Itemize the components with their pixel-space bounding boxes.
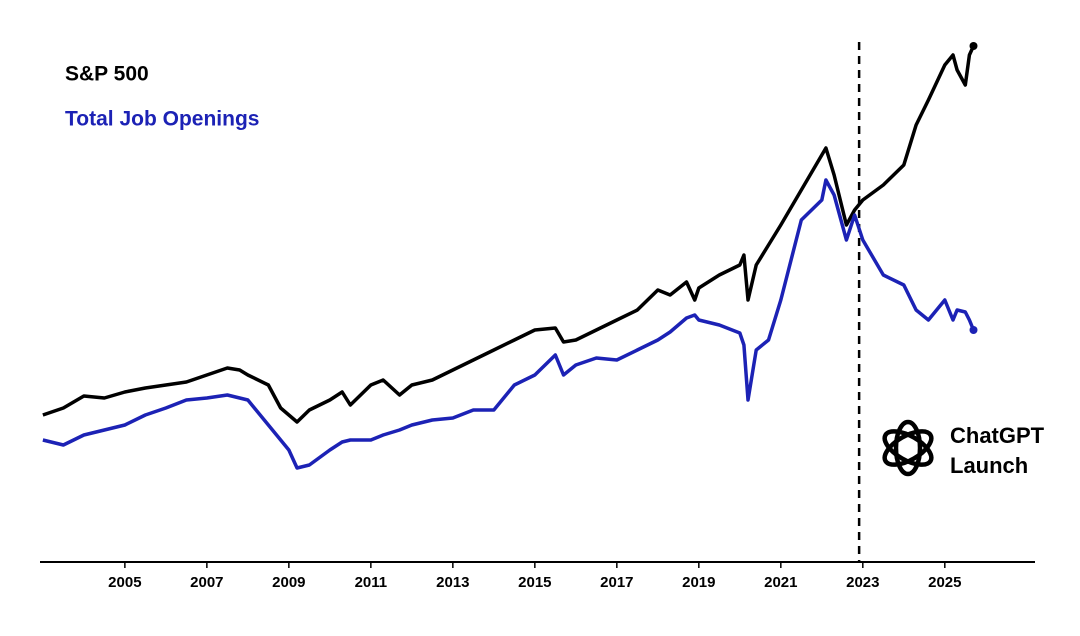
x-tick-label: 2011 xyxy=(355,574,388,591)
legend-label: S&P 500 xyxy=(65,63,149,86)
series-line xyxy=(42,45,976,424)
legend-label: Total Job Openings xyxy=(65,108,259,131)
end-point xyxy=(969,42,978,50)
x-tick-label: 2009 xyxy=(272,574,305,591)
x-tick-label: 2013 xyxy=(436,574,469,591)
x-tick-label: 2023 xyxy=(846,574,879,591)
annotation-text: Launch xyxy=(950,453,1028,478)
x-tick-label: 2025 xyxy=(928,574,961,591)
x-tick-label: 2005 xyxy=(108,574,141,591)
x-tick-label: 2015 xyxy=(518,574,551,591)
series-line xyxy=(42,178,976,470)
x-tick-label: 2007 xyxy=(190,574,223,591)
x-tick-label: 2019 xyxy=(682,574,715,591)
x-tick-label: 2017 xyxy=(600,574,633,591)
annotation-text: ChatGPT xyxy=(950,423,1045,448)
openai-logo xyxy=(882,419,934,477)
x-tick-label: 2021 xyxy=(764,574,797,591)
end-point xyxy=(969,326,978,334)
